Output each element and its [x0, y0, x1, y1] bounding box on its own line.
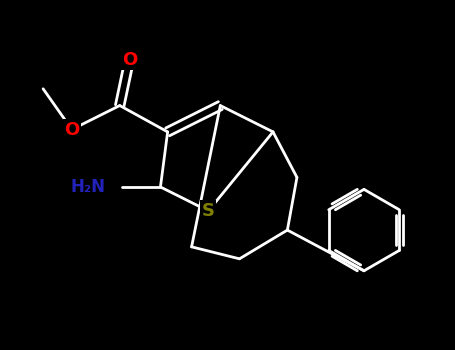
Text: H₂N: H₂N	[71, 178, 106, 196]
Text: O: O	[64, 120, 80, 139]
Text: S: S	[202, 202, 215, 220]
Text: O: O	[121, 51, 137, 69]
